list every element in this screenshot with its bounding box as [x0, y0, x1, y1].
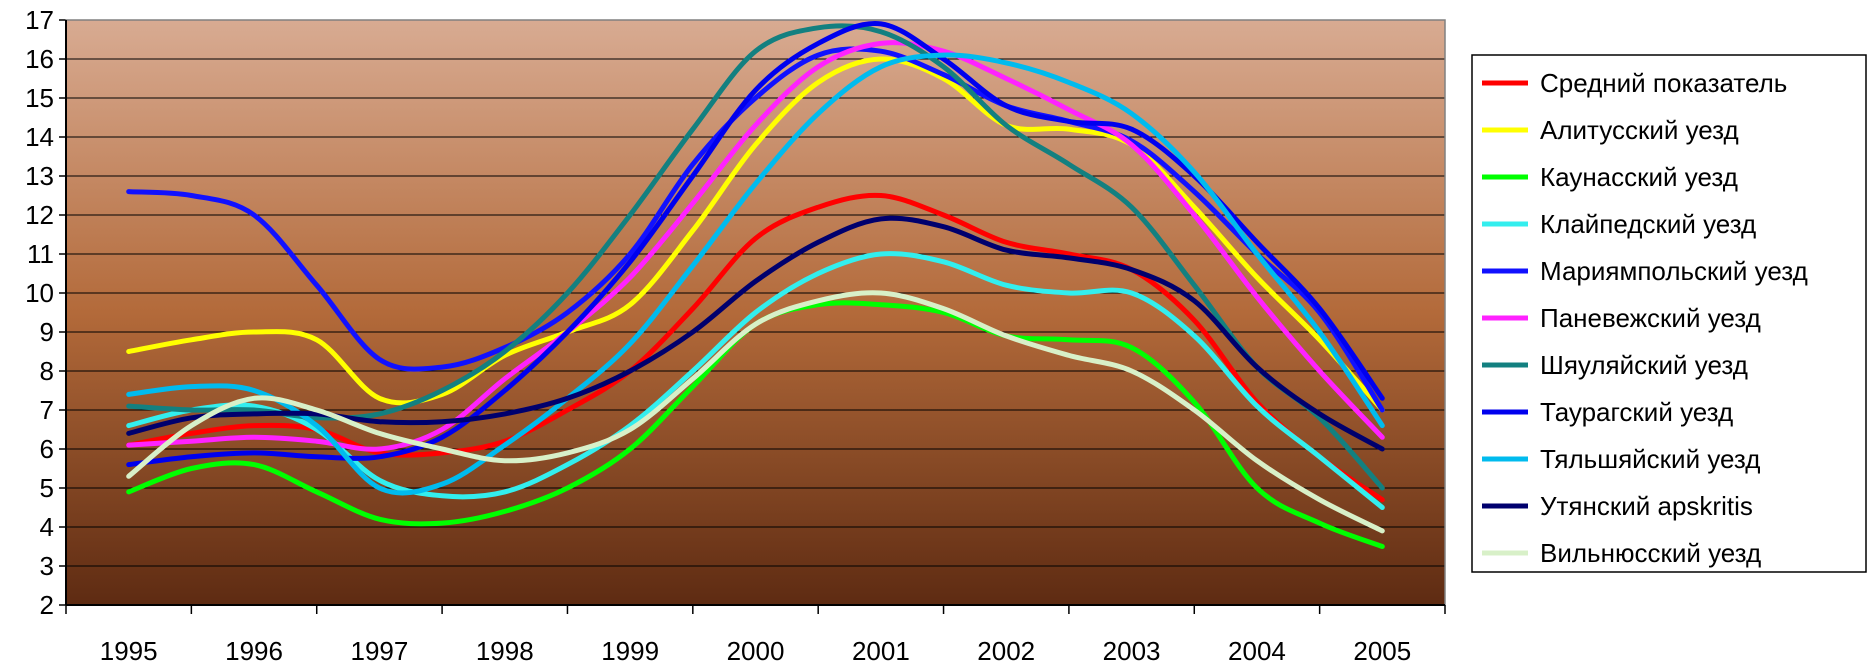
- legend-item: Вильнюсский уезд: [1482, 538, 1761, 568]
- legend-label: Тяльшяйский уезд: [1540, 444, 1760, 474]
- series-line-8: [126, 52, 1385, 496]
- x-tick-label: 1998: [476, 636, 534, 666]
- legend-item: Тяльшяйский уезд: [1482, 444, 1760, 474]
- y-tick-label: 6: [40, 434, 54, 464]
- y-tick-label: 2: [40, 590, 54, 620]
- y-tick-label: 4: [40, 512, 54, 542]
- legend-label: Клайпедский уезд: [1540, 209, 1756, 239]
- y-tick-label: 14: [25, 122, 54, 152]
- legend-item: Утянский apskritis: [1482, 491, 1753, 521]
- x-tick-label: 1995: [100, 636, 158, 666]
- x-tick-label: 2005: [1353, 636, 1411, 666]
- legend-item: Таурагский уезд: [1482, 397, 1733, 427]
- series-line-5: [126, 40, 1385, 452]
- x-tick-label: 1996: [225, 636, 283, 666]
- y-tick-label: 11: [27, 239, 54, 269]
- y-tick-label: 8: [40, 356, 54, 386]
- x-tick-label: 1999: [601, 636, 659, 666]
- legend-item: Шяуляйский уезд: [1482, 350, 1748, 380]
- axes: 2 3 4 5 6 7 8 9 10 11 12 13 14 15 16 17 1995 1996 1997 1998…: [25, 5, 1446, 666]
- series-line-10: [126, 290, 1385, 534]
- series-line-1: [126, 56, 1385, 413]
- series-line-4: [126, 46, 1385, 413]
- x-tick-label: 2004: [1228, 636, 1286, 666]
- legend-label: Вильнюсский уезд: [1540, 538, 1761, 568]
- y-tick-label: 7: [40, 395, 54, 425]
- legend-item: Паневежский уезд: [1482, 303, 1761, 333]
- legend-label: Шяуляйский уезд: [1540, 350, 1748, 380]
- legend-label: Паневежский уезд: [1540, 303, 1761, 333]
- legend: Средний показатель Алитусский уезд Каунасс…: [1471, 54, 1867, 573]
- y-tick-label: 10: [25, 278, 54, 308]
- legend-item: Клайпедский уезд: [1482, 209, 1756, 239]
- legend-item: Мариямпольский уезд: [1482, 256, 1808, 286]
- x-tick-label: 1997: [350, 636, 408, 666]
- x-tick-label: 2000: [727, 636, 785, 666]
- x-tick-label: 2003: [1103, 636, 1161, 666]
- series-line-7: [126, 21, 1385, 468]
- y-tick-label: 9: [40, 317, 54, 347]
- legend-label: Каунасский уезд: [1540, 162, 1738, 192]
- legend-label: Средний показатель: [1540, 68, 1787, 98]
- series-lines: [126, 21, 1385, 549]
- legend-label: Мариямпольский уезд: [1540, 256, 1808, 286]
- legend-item: Средний показатель: [1482, 68, 1787, 98]
- legend-label: Утянский apskritis: [1540, 491, 1753, 521]
- legend-box: [1471, 54, 1867, 573]
- y-tick-label: 15: [25, 83, 54, 113]
- y-tick-label: 16: [25, 44, 54, 74]
- y-tick-label: 17: [25, 5, 54, 35]
- series-line-6: [126, 23, 1385, 491]
- legend-item: Алитусский уезд: [1482, 115, 1739, 145]
- legend-item: Каунасский уезд: [1482, 162, 1738, 192]
- y-tick-label: 13: [25, 161, 54, 191]
- y-tick-label: 5: [40, 473, 54, 503]
- series-line-9: [126, 215, 1385, 452]
- legend-label: Алитусский уезд: [1540, 115, 1739, 145]
- x-tick-label: 2001: [852, 636, 910, 666]
- y-tick-label: 3: [40, 551, 54, 581]
- y-tick-label: 12: [25, 200, 54, 230]
- x-tick-label: 2002: [977, 636, 1035, 666]
- legend-label: Таурагский уезд: [1540, 397, 1733, 427]
